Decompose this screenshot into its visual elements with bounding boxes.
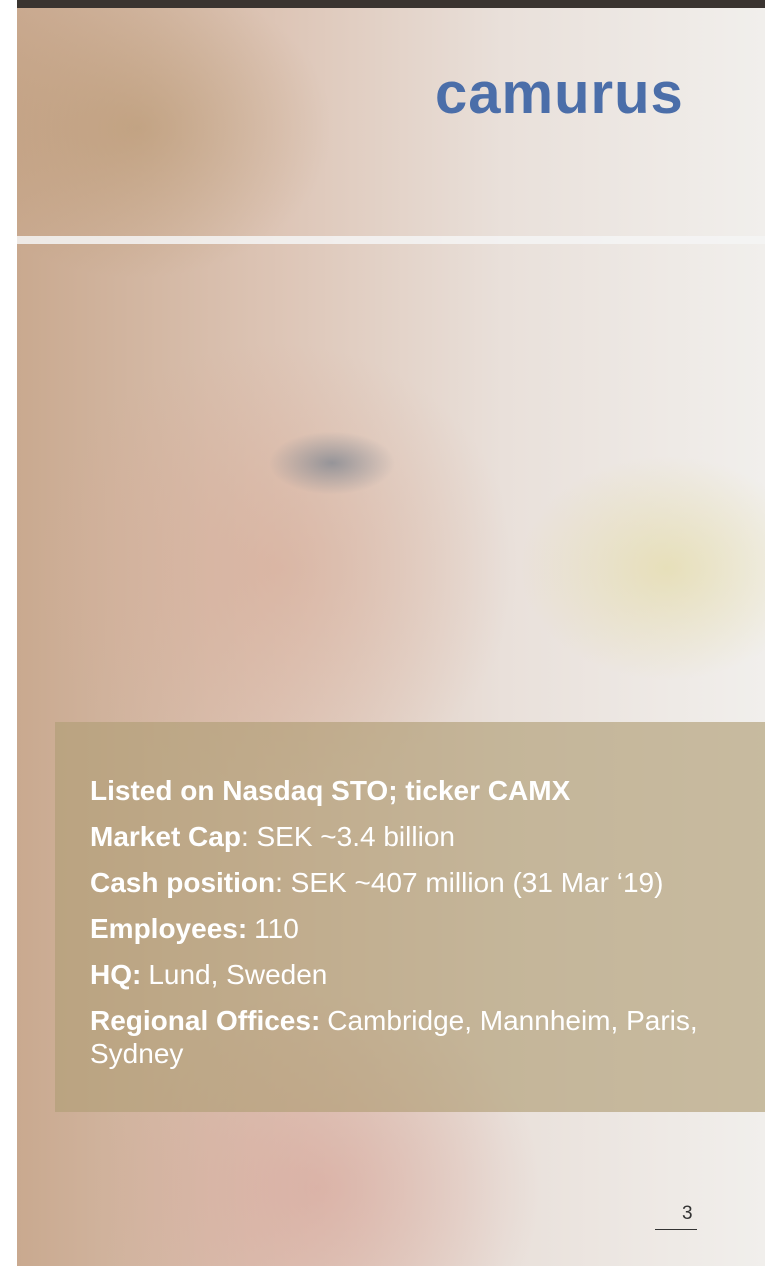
fact-label: Market Cap (90, 821, 241, 852)
facts-list: Listed on Nasdaq STO; ticker CAMX Market… (55, 722, 765, 1070)
rule-line (17, 236, 765, 244)
fact-label: Employees: (90, 913, 247, 944)
fact: HQ:Lund, Sweden (90, 958, 765, 991)
fact-label: Cash position (90, 867, 275, 898)
fact-value: : SEK ~3.4 billion (241, 821, 455, 852)
left-band (0, 0, 17, 1266)
slide: camurus Listed on Nasdaq STO; ticker CAM… (0, 0, 765, 1266)
page-number-rule (655, 1229, 697, 1230)
fact: Market Cap: SEK ~3.4 billion (90, 820, 765, 853)
top-band (0, 0, 765, 8)
fact-value: 110 (254, 913, 299, 944)
fact-label: Regional Offices: (90, 1005, 320, 1036)
fact: Employees:110 (90, 912, 765, 945)
fact-value: Lund, Sweden (148, 959, 327, 990)
fact-label: Listed on Nasdaq STO; ticker CAMX (90, 775, 570, 806)
fact: Listed on Nasdaq STO; ticker CAMX (90, 774, 765, 807)
logo: camurus (435, 60, 684, 127)
fact-value: : SEK ~407 million (31 Mar ‘19) (275, 867, 663, 898)
fact: Cash position: SEK ~407 million (31 Mar … (90, 866, 765, 899)
page: {"header": {"logo": "camurus"}, "facts":… (0, 0, 765, 1266)
page-number: 3 (682, 1203, 693, 1225)
fact-label: HQ: (90, 959, 141, 990)
facts-box: Listed on Nasdaq STO; ticker CAMX Market… (55, 722, 765, 1112)
fact: Regional Offices:Cambridge, Mannheim, Pa… (90, 1004, 765, 1070)
